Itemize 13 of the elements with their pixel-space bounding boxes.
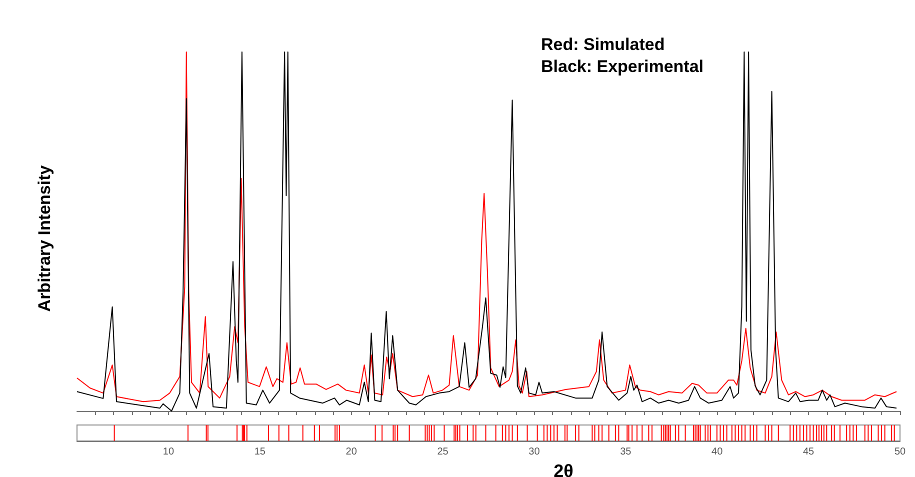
annotation: Red: Simulated [541, 35, 665, 54]
x-axis-title: 2θ [554, 460, 574, 477]
x-tick-label: 45 [802, 446, 815, 458]
x-tick-label: 15 [254, 446, 266, 458]
x-tick-label: 30 [528, 446, 540, 458]
x-tick-label: 25 [437, 446, 449, 458]
x-tick-label: 35 [620, 446, 632, 458]
y-axis-title: Arbitrary Intensity [35, 164, 54, 312]
x-tick-label: 50 [894, 446, 906, 458]
x-tick-label: 40 [712, 446, 724, 458]
x-tick-label: 10 [162, 446, 174, 458]
x-tick-label: 20 [346, 446, 358, 458]
annotation: Black: Experimental [541, 57, 704, 76]
